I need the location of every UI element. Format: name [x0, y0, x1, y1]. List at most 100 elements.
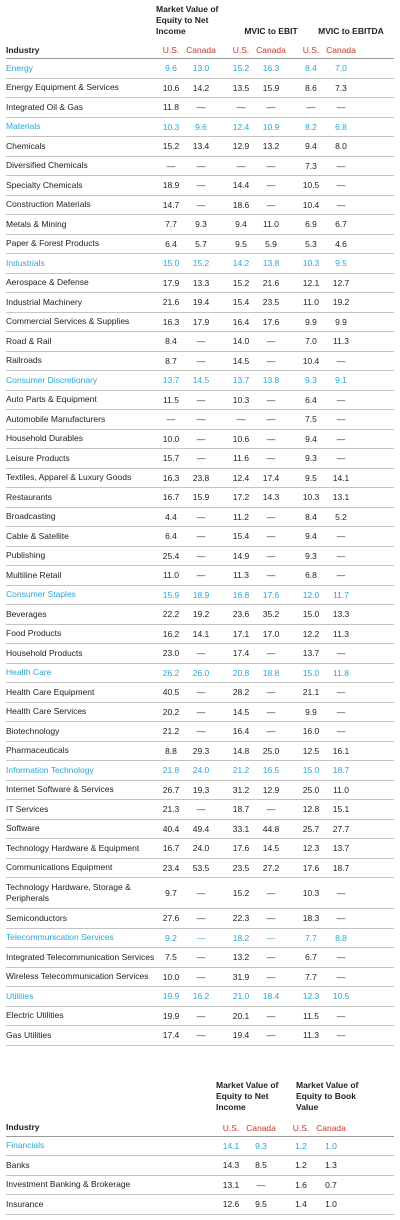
us-value: 14.8: [232, 745, 250, 756]
us-value: 13.1: [222, 1179, 240, 1190]
canada-value: —: [266, 706, 276, 717]
industry-row: Railroads 8.7 — 14.5 — 10.4 —: [6, 352, 394, 371]
canada-value: 6.7: [335, 219, 347, 230]
us-value: 11.0: [303, 297, 319, 308]
canada-value: —: [336, 531, 346, 542]
us-value: 1.6: [295, 1179, 307, 1190]
industry-name: Railroads: [6, 355, 42, 366]
us-value: 17.6: [232, 843, 250, 854]
header-us: U.S.: [292, 1122, 310, 1133]
canada-value: —: [196, 199, 206, 210]
canada-value: 7.0: [335, 63, 347, 74]
canada-value: —: [196, 355, 206, 366]
us-value: 15.9: [162, 589, 180, 600]
us-value: 21.1: [302, 687, 320, 698]
canada-value: 15.9: [262, 82, 280, 93]
industry-name: Metals & Mining: [6, 218, 67, 229]
canada-value: —: [336, 971, 346, 982]
us-value: 13.7: [162, 375, 180, 386]
canada-value: 17.6: [262, 589, 280, 600]
canada-value: 9.5: [255, 1199, 267, 1210]
industry-name: Electric Utilities: [6, 1010, 64, 1021]
canada-value: —: [336, 570, 346, 581]
industry-row: Insurance 12.6 9.5 1.4 1.0: [6, 1195, 394, 1215]
us-value: 11.5: [163, 394, 179, 405]
sector-row: Energy 9.6 13.0 15.2 16.3 8.4 7.0: [6, 59, 394, 79]
us-value: 19.4: [232, 1030, 250, 1041]
sector-row: Consumer Staples 15.9 18.9 16.8 17.6 12.0 11.7: [6, 586, 394, 605]
canada-value: 17.9: [192, 316, 210, 327]
canada-value: 17.6: [262, 316, 280, 327]
us-value: 12.1: [302, 277, 320, 288]
canada-value: 14.5: [262, 843, 280, 854]
canada-value: 13.4: [192, 141, 210, 152]
industry-row: Diversified Chemicals — — — — 7.3 —: [6, 157, 394, 176]
canada-value: 13.8: [262, 258, 280, 269]
industry-row: Food Products 16.2 14.1 17.1 17.0 12.2 11.3: [6, 625, 394, 644]
us-value: 17.4: [232, 648, 250, 659]
canada-value: 7.3: [335, 82, 347, 93]
us-value: 22.3: [232, 913, 250, 924]
canada-value: 19.3: [192, 784, 210, 795]
industry-row: Technology Hardware, Storage & Periphera…: [6, 878, 394, 909]
canada-value: —: [256, 1179, 266, 1190]
canada-value: —: [196, 336, 206, 347]
canada-value: —: [196, 180, 206, 191]
canada-value: 18.9: [192, 589, 210, 600]
us-value: 7.7: [305, 932, 317, 943]
canada-value: 29.3: [192, 745, 210, 756]
industry-row: Automobile Manufacturers — — — — 7.5 —: [6, 410, 394, 430]
canada-value: —: [266, 804, 276, 815]
canada-value: —: [336, 102, 346, 113]
us-value: 15.0: [302, 765, 320, 776]
canada-value: —: [336, 726, 346, 737]
industry-name: Auto Parts & Equipment: [6, 394, 97, 405]
industry-row: Energy Equipment & Services 10.6 14.2 13.5 1…: [6, 79, 394, 98]
canada-value: 9.3: [195, 219, 207, 230]
industry-row: Beverages 22.2 19.2 23.6 35.2 15.0 13.3: [6, 605, 394, 625]
canada-value: —: [336, 550, 346, 561]
canada-value: —: [266, 1010, 276, 1021]
us-value: 26.7: [162, 784, 180, 795]
us-value: 23.0: [162, 648, 180, 659]
us-value: 9.5: [235, 238, 247, 249]
canada-value: —: [196, 550, 206, 561]
canada-value: 12.9: [262, 784, 280, 795]
industry-name: Health Care Services: [6, 706, 87, 717]
canada-value: 8.0: [335, 141, 347, 152]
canada-value: 14.1: [332, 472, 350, 483]
us-value: 26.2: [162, 667, 180, 678]
us-value: 18.7: [232, 804, 250, 815]
canada-value: 14.3: [262, 492, 280, 503]
us-value: 9.2: [165, 932, 177, 943]
industry-row: Construction Materials 14.7 — 18.6 — 10.4 —: [6, 196, 394, 215]
canada-value: —: [336, 888, 346, 898]
us-value: 15.2: [232, 888, 250, 898]
column-header-row: Industry U.S. Canada U.S. Canada: [6, 1120, 394, 1137]
us-value: 18.6: [232, 199, 250, 210]
us-value: 13.7: [232, 375, 250, 386]
us-value: 20.1: [232, 1010, 250, 1021]
industry-row: Aerospace & Defense 17.9 13.3 15.2 21.6 12.1 1…: [6, 274, 394, 293]
industry-name: Materials: [6, 121, 41, 132]
industry-name: Beverages: [6, 608, 47, 619]
us-value: 10.3: [302, 888, 320, 898]
us-value: 19.9: [162, 991, 180, 1002]
us-value: 1.4: [295, 1199, 307, 1210]
industry-row: Wireless Telecommunication Services 10.0 —…: [6, 968, 394, 987]
us-value: 7.7: [165, 219, 177, 230]
us-value: 15.2: [232, 63, 250, 74]
canada-value: —: [196, 102, 206, 113]
canada-value: 17.4: [262, 472, 280, 483]
us-value: 9.9: [305, 706, 317, 717]
canada-value: 25.0: [262, 745, 280, 756]
us-value: 12.2: [302, 628, 320, 639]
canada-value: —: [196, 932, 206, 943]
header-industry: Industry: [6, 1122, 40, 1132]
canada-value: —: [196, 804, 206, 815]
canada-value: —: [266, 971, 276, 982]
industry-row: Metals & Mining 7.7 9.3 9.4 11.0 6.9 6.7: [6, 215, 394, 235]
industry-name: Integrated Oil & Gas: [6, 101, 84, 112]
industry-row: Industrial Machinery 21.6 19.4 15.4 23.5 11.0…: [6, 293, 394, 313]
us-value: 15.4: [232, 531, 250, 542]
